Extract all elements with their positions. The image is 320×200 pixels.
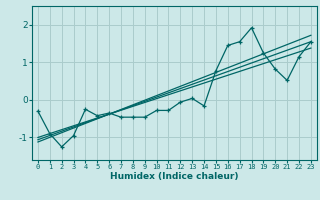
X-axis label: Humidex (Indice chaleur): Humidex (Indice chaleur) bbox=[110, 172, 239, 181]
